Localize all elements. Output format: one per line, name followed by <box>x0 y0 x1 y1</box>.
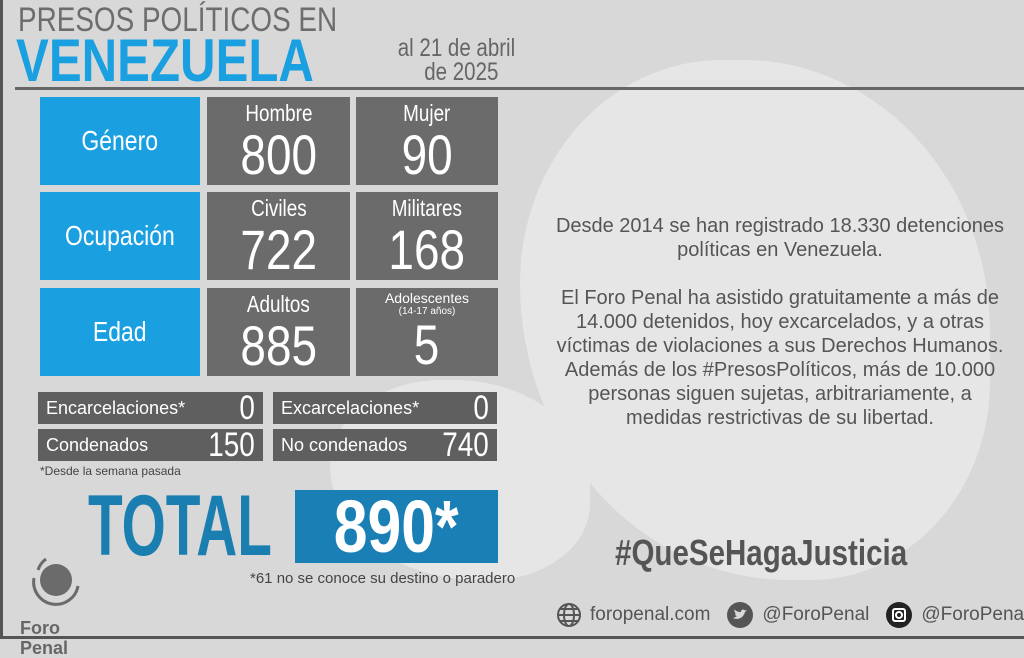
total-value: 890* <box>295 490 498 564</box>
globe-icon <box>557 603 581 627</box>
stats-footnote: *Desde la semana pasada <box>40 464 181 478</box>
cell-militares: Militares 168 <box>356 192 498 280</box>
stat-excarcelaciones: Excarcelaciones* 0 <box>273 391 497 425</box>
instagram-handle[interactable]: @ForoPenal <box>921 604 1024 625</box>
twitter-handle[interactable]: @ForoPenal <box>762 604 870 625</box>
category-genero: Género <box>40 97 200 185</box>
stat-condenados: Condenados 150 <box>38 428 263 462</box>
logo-text: Foro Penal <box>20 618 69 658</box>
category-ocupacion: Ocupación <box>40 192 200 280</box>
logo-icon <box>32 557 80 606</box>
info-paragraph-1: Desde 2014 se han registrado 18.330 dete… <box>555 215 1005 261</box>
map-background <box>520 60 990 580</box>
foro-penal-logo: Foro Penal <box>20 556 95 658</box>
adolescentes-sublabel: (14-17 años) <box>398 306 456 317</box>
cell-adultos: Adultos 885 <box>207 288 350 376</box>
hashtag: #QueSeHagaJusticia <box>614 532 908 573</box>
category-edad: Edad <box>40 288 200 376</box>
page-title: VENEZUELA <box>16 27 314 94</box>
total-label: TOTAL <box>88 478 272 574</box>
header-divider <box>15 87 1024 90</box>
total-note: *61 no se conoce su destino o paradero <box>250 570 516 587</box>
info-paragraph-2: El Foro Penal ha asistido gratuitamente … <box>556 287 1004 429</box>
cell-civiles: Civiles 722 <box>207 192 350 280</box>
cell-mujer: Mujer 90 <box>356 97 498 185</box>
instagram-icon <box>886 602 913 628</box>
cell-adolescentes: Adolescentes (14-17 años) 5 <box>356 288 498 376</box>
website-link[interactable]: foropenal.com <box>590 604 711 625</box>
date: al 21 de abril de 2025 <box>397 34 516 86</box>
title-top: PRESOS POLÍTICOS EN <box>18 1 338 39</box>
cell-hombre: Hombre 800 <box>207 97 350 185</box>
adolescentes-label: Adolescentes <box>384 290 470 306</box>
twitter-icon <box>727 602 754 628</box>
stat-no-condenados: No condenados 740 <box>273 428 497 462</box>
stat-encarcelaciones: Encarcelaciones* 0 <box>38 391 263 425</box>
social-footer: foropenal.com @ForoPenal @ForoPenal <box>556 601 1024 629</box>
